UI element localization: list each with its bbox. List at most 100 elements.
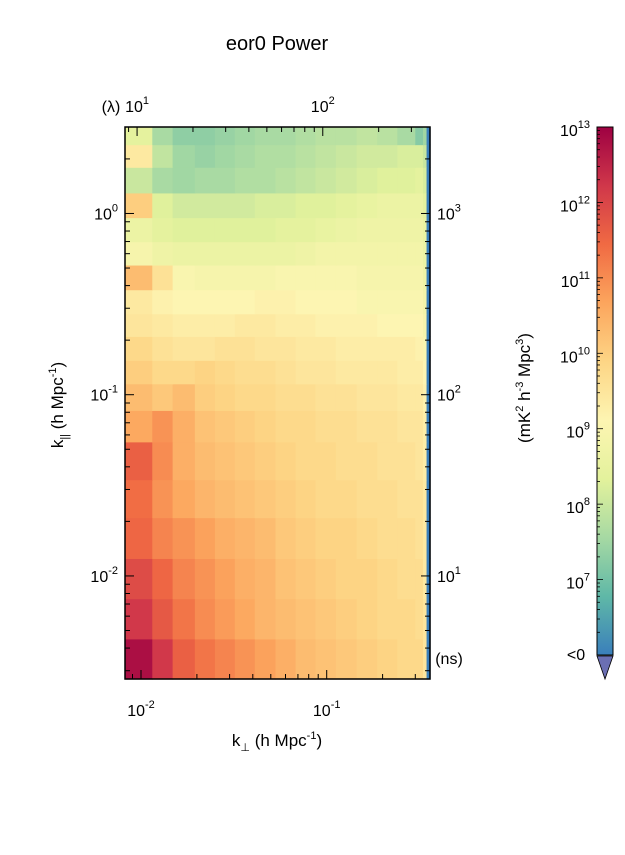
heatmap-cell [152,192,174,219]
colorbar-label: (mK2 h-3 Mpc3) [514,333,534,443]
colorbar-tick-label-exp: 12 [578,194,590,206]
heatmap-cell [422,127,428,146]
heatmap-cell [194,441,216,481]
heatmap-cell [422,217,428,243]
heatmap-cell [234,598,256,640]
heatmap-cell [415,410,424,443]
heatmap-cell [254,167,277,194]
colorbar-tick-label: 1013 [560,119,590,140]
heatmap-cell [254,192,277,219]
heatmap-cell [335,217,358,243]
heatmap-cell [172,383,196,411]
heatmap-cell [377,598,398,640]
colorbar-tick-label: 107 [566,572,590,593]
heatmap-cell [125,289,153,315]
heatmap-cell [295,441,317,481]
bottom-axis-ticks: 10-2 10-1 [127,670,416,720]
heatmap-cell [426,441,431,481]
heatmap-cell [426,638,431,680]
heatmap-cell [377,289,398,315]
colorbar-tick-label: 1012 [560,194,590,215]
heatmap-cell [152,313,174,337]
heatmap-cell [234,383,256,411]
heatmap-cell [315,638,337,680]
heatmap-cell [254,336,277,361]
heatmap-cell [172,167,196,194]
heatmap-cell [422,517,428,559]
heatmap-cell [422,383,428,411]
x-axis-label: k⊥ (h Mpc-1) [232,730,322,754]
heatmap-cell [254,241,277,266]
heatmap-cell [194,383,216,411]
heatmap-cell [214,383,236,411]
heatmap-cell [335,313,358,337]
colorbar-tick-label-base: 10 [560,198,578,215]
heatmap-cell [315,264,337,291]
colorbar-tick-label-base: 10 [566,500,584,517]
heatmap-cell [234,217,256,243]
x-axis-label-sub: ⊥ [240,742,250,754]
heatmap-cell [397,638,416,680]
heatmap-cell [397,217,416,243]
heatmap-cell [426,558,431,600]
heatmap-cell [295,383,317,411]
heatmap-cell [335,264,358,291]
right-tick-label-base: 10 [437,569,455,586]
heatmap-cell [335,127,358,146]
heatmap-cell [315,517,337,559]
heatmap-cell [234,144,256,168]
heatmap-cell [214,167,236,194]
x-axis-label-rest: (h Mpc [250,731,307,750]
colorbar-tick-label-base: 10 [560,123,578,140]
heatmap-cell [275,336,297,361]
colorbar-tick-label-exp: 8 [584,496,590,508]
heatmap-cell [234,192,256,219]
heatmap-cell [194,517,216,559]
heatmap-cell [254,264,277,291]
heatmap-cell [254,558,277,600]
heatmap-cell [415,638,424,680]
heatmap-cell [295,264,317,291]
heatmap-cell [397,144,416,168]
heatmap-cell [422,558,428,600]
heatmap-cell [152,144,174,168]
heatmap-cell [254,383,277,411]
heatmap-cell [172,127,196,146]
heatmap-cell [422,441,428,481]
heatmap-cell [315,598,337,640]
heatmap-cell [335,336,358,361]
heatmap-cell [356,598,378,640]
heatmap-cell [214,144,236,168]
heatmap-cell [125,313,153,337]
heatmap-cell [214,558,236,600]
heatmap-cell [194,241,216,266]
y-tick-label-base: 10 [90,569,108,586]
heatmap-cell [335,441,358,481]
heatmap-cell [315,383,337,411]
heatmap-cell [335,598,358,640]
heatmap-cell [335,383,358,411]
heatmap-cell [234,360,256,385]
heatmap-cell [172,217,196,243]
heatmap-cell [426,264,431,291]
heatmap-cell [234,441,256,481]
heatmap-cell [377,336,398,361]
heatmap-cell [315,558,337,600]
heatmap-cell [295,336,317,361]
heatmap-cell [315,167,337,194]
top-axis-unit-label: (λ) [102,99,121,116]
heatmap-cell [397,558,416,600]
heatmap-cell [214,336,236,361]
heatmap-cell [125,192,153,219]
heatmap-cell [254,144,277,168]
heatmap-cell [422,167,428,194]
heatmap-cell [335,638,358,680]
heatmap-cell [295,289,317,315]
heatmap-cell [194,598,216,640]
heatmap-cell [275,192,297,219]
heatmap-cell [426,383,431,411]
colorbar-tick-label-exp: 11 [579,270,590,282]
colorbar-tick-label-exp: 13 [578,119,590,131]
heatmap-cell [172,479,196,519]
heatmap-cell [415,289,424,315]
